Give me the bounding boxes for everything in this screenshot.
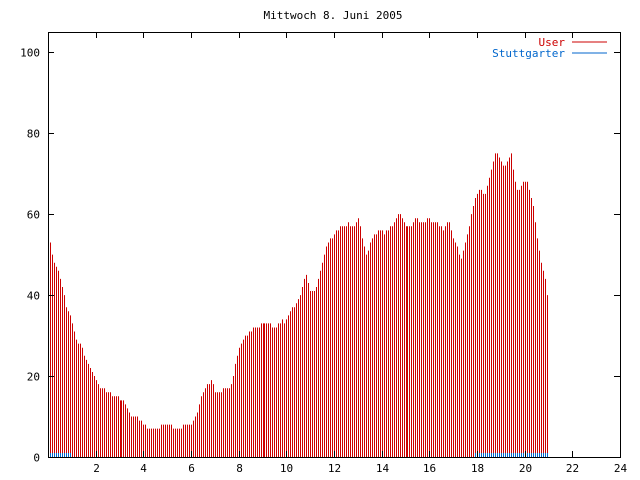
x-tick-label: 24 xyxy=(614,462,628,475)
x-tick-label: 2 xyxy=(93,462,100,475)
user-bars xyxy=(48,153,548,457)
x-tick-label: 14 xyxy=(376,462,390,475)
y-tick-label: 20 xyxy=(27,371,40,384)
x-tick-label: 20 xyxy=(519,462,532,475)
legend: User Stuttgarter xyxy=(492,36,607,60)
y-tick-label: 40 xyxy=(27,290,40,303)
chart-title: Mittwoch 8. Juni 2005 xyxy=(263,9,402,22)
x-tick-label: 6 xyxy=(188,462,195,475)
legend-user-label: User xyxy=(539,36,566,49)
y-tick-label: 80 xyxy=(27,128,40,141)
y-tick-label: 60 xyxy=(27,209,40,222)
y-tick-label: 0 xyxy=(33,452,40,465)
x-tick-label: 4 xyxy=(140,462,147,475)
x-tick-label: 12 xyxy=(328,462,341,475)
stuttgarter-bars xyxy=(48,452,548,457)
x-tick-label: 10 xyxy=(280,462,293,475)
legend-stuttgarter-label: Stuttgarter xyxy=(492,47,565,60)
x-tick-label: 8 xyxy=(236,462,243,475)
x-tick-label: 16 xyxy=(423,462,436,475)
x-tick-label: 22 xyxy=(566,462,579,475)
y-tick-label: 100 xyxy=(20,47,40,60)
x-tick-label: 18 xyxy=(471,462,484,475)
